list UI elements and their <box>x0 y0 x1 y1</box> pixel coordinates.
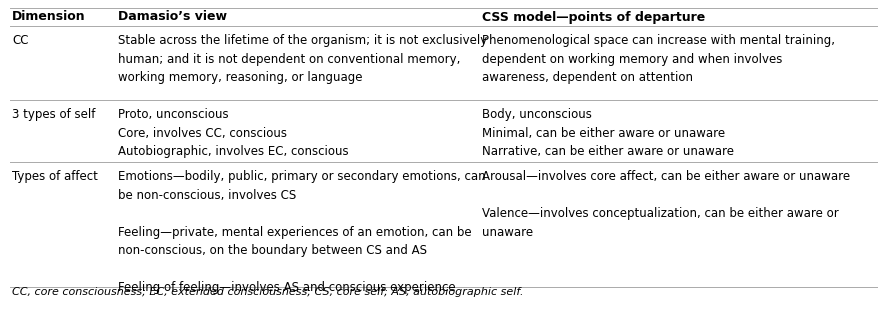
Text: CC: CC <box>12 34 28 47</box>
Text: 3 types of self: 3 types of self <box>12 108 96 121</box>
Text: CC, core consciousness; EC, extended consciousness; CS, core self; AS, autobiogr: CC, core consciousness; EC, extended con… <box>12 287 523 297</box>
Text: CSS model—points of departure: CSS model—points of departure <box>481 11 704 23</box>
Text: Emotions—bodily, public, primary or secondary emotions, can
be non-conscious, in: Emotions—bodily, public, primary or seco… <box>118 170 485 294</box>
Text: Stable across the lifetime of the organism; it is not exclusively
human; and it : Stable across the lifetime of the organi… <box>118 34 486 84</box>
Text: Types of affect: Types of affect <box>12 170 97 183</box>
Text: Damasio’s view: Damasio’s view <box>118 11 227 23</box>
Text: Proto, unconscious
Core, involves CC, conscious
Autobiographic, involves EC, con: Proto, unconscious Core, involves CC, co… <box>118 108 348 158</box>
Text: Body, unconscious
Minimal, can be either aware or unaware
Narrative, can be eith: Body, unconscious Minimal, can be either… <box>481 108 734 158</box>
Text: Dimension: Dimension <box>12 11 86 23</box>
Text: Phenomenological space can increase with mental training,
dependent on working m: Phenomenological space can increase with… <box>481 34 834 84</box>
Text: Arousal—involves core affect, can be either aware or unaware

Valence—involves c: Arousal—involves core affect, can be eit… <box>481 170 849 238</box>
